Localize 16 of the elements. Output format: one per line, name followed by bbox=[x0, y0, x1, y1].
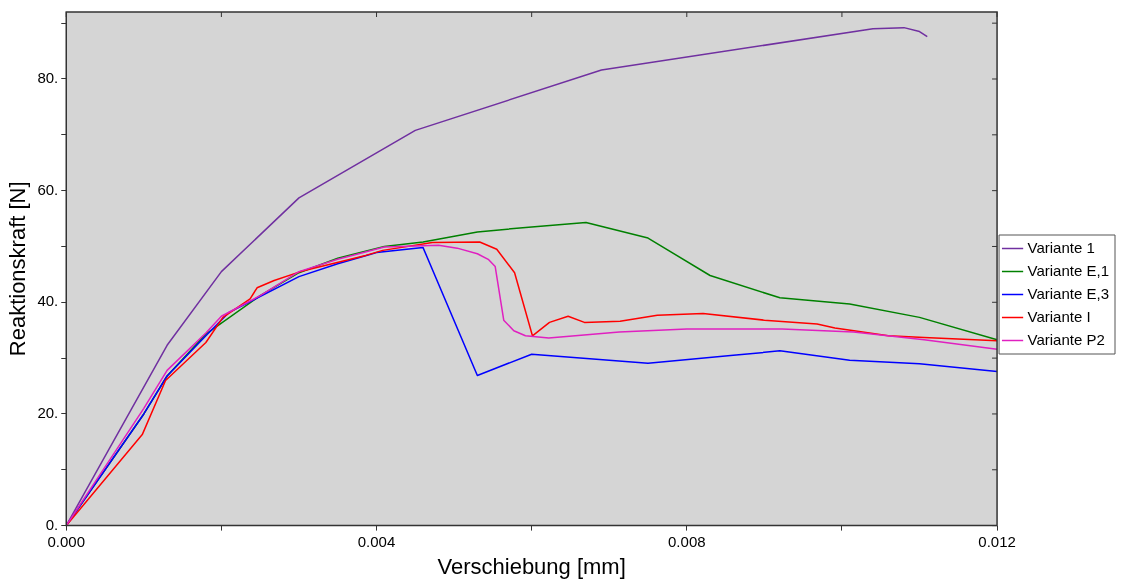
y-axis-title: Reaktionskraft [N] bbox=[5, 181, 31, 357]
x-axis-title: Verschiebung [mm] bbox=[437, 553, 626, 579]
x-tick-label: 0.004 bbox=[357, 532, 396, 550]
x-tick-label: 0.008 bbox=[668, 532, 706, 550]
legend-label: Variante E,1 bbox=[1027, 261, 1110, 279]
legend-label: Variante E,3 bbox=[1027, 284, 1110, 302]
y-tick-label: 40. bbox=[37, 292, 59, 310]
y-tick-label: 0. bbox=[45, 515, 59, 533]
y-tick-label: 80. bbox=[37, 69, 59, 87]
legend-label: Variante 1 bbox=[1027, 238, 1095, 256]
x-tick-label: 0.012 bbox=[978, 532, 1016, 550]
x-tick-label: 0.000 bbox=[47, 532, 86, 550]
y-tick-label: 60. bbox=[37, 180, 59, 198]
y-tick-label: 20. bbox=[37, 404, 59, 422]
legend-label: Variante I bbox=[1027, 307, 1091, 325]
legend-label: Variante P2 bbox=[1027, 330, 1105, 348]
